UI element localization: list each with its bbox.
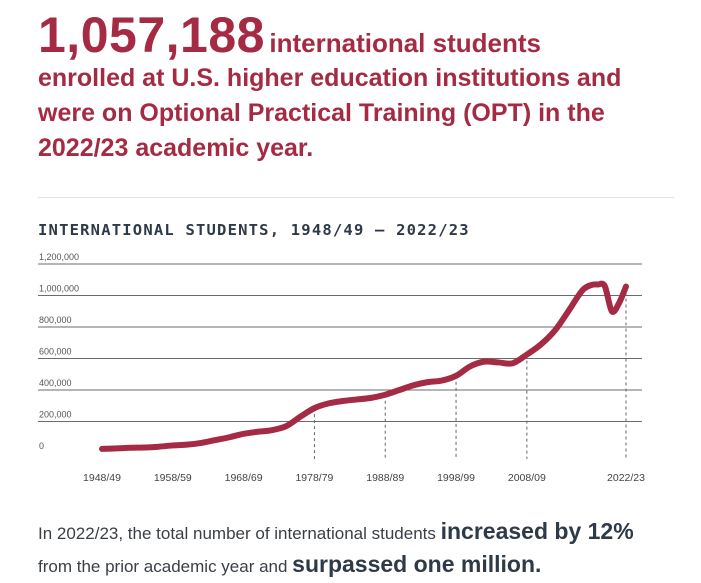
footer-emphasis-million: surpassed one million.	[292, 551, 542, 577]
chart-title: INTERNATIONAL STUDENTS, 1948/49 – 2022/2…	[38, 221, 470, 239]
y-tick-label: 1,200,000	[39, 252, 79, 262]
footer-text-1: In 2022/23, the total number of internat…	[38, 524, 441, 543]
footer-summary: In 2022/23, the total number of internat…	[38, 516, 668, 582]
headline-line-3: 2022/23 academic year.	[38, 133, 314, 162]
x-tick-label: 2022/23	[607, 472, 645, 484]
x-tick-label: 1998/99	[437, 472, 475, 484]
headline: 1,057,188 international students enrolle…	[38, 10, 678, 166]
headline-line-2: were on Optional Practical Training (OPT…	[38, 98, 605, 127]
section-divider	[38, 197, 674, 198]
x-tick-label: 1958/59	[154, 472, 192, 484]
x-tick-label: 2008/09	[508, 472, 546, 484]
y-tick-label: 0	[39, 441, 44, 451]
footer-text-2: from the prior academic year and	[38, 557, 293, 576]
y-tick-label: 1,000,000	[39, 284, 79, 294]
footer-emphasis-increase: increased by 12%	[440, 518, 634, 544]
headline-first-line: international students	[269, 28, 541, 58]
series-line-international-students	[99, 280, 629, 452]
y-tick-label: 400,000	[39, 378, 72, 388]
x-tick-label: 1948/49	[83, 472, 121, 484]
y-tick-label: 200,000	[39, 410, 72, 420]
y-tick-label: 600,000	[39, 347, 72, 357]
x-tick-label: 1978/79	[295, 472, 333, 484]
line-chart: 0 200,000 400,000 600,000 800,000 1,000,000 1,…	[38, 252, 645, 484]
y-tick-label: 800,000	[39, 315, 72, 325]
headline-line-1: enrolled at U.S. higher education instit…	[38, 63, 622, 92]
headline-number: 1,057,188	[38, 7, 265, 63]
x-tick-label: 1968/69	[225, 472, 263, 484]
x-tick-label: 1988/89	[366, 472, 404, 484]
